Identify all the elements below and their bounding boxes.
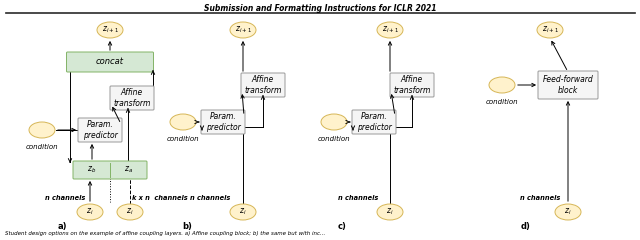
Text: n channels: n channels [190, 195, 230, 201]
Text: n channels: n channels [45, 195, 85, 201]
Text: condition: condition [166, 136, 199, 142]
Text: $z_b$: $z_b$ [88, 165, 97, 175]
Text: k x n  channels: k x n channels [132, 195, 188, 201]
Text: $z_i$: $z_i$ [387, 207, 394, 217]
FancyBboxPatch shape [352, 110, 396, 134]
Text: n channels: n channels [338, 195, 378, 201]
Text: Student design options on the example of affine coupling layers. a) Affine coupl: Student design options on the example of… [5, 232, 325, 236]
Text: concat: concat [96, 58, 124, 66]
Text: $z_{i+1}$: $z_{i+1}$ [381, 25, 399, 35]
FancyBboxPatch shape [538, 71, 598, 99]
Ellipse shape [489, 77, 515, 93]
Ellipse shape [117, 204, 143, 220]
Ellipse shape [77, 204, 103, 220]
Text: Submission and Formatting Instructions for ICLR 2021: Submission and Formatting Instructions f… [204, 4, 436, 13]
FancyBboxPatch shape [201, 110, 245, 134]
FancyBboxPatch shape [73, 161, 147, 179]
Text: Affine
transform: Affine transform [394, 75, 431, 95]
Ellipse shape [555, 204, 581, 220]
Text: $z_i$: $z_i$ [126, 207, 134, 217]
Text: $z_i$: $z_i$ [564, 207, 572, 217]
Text: Affine
transform: Affine transform [113, 88, 150, 108]
Text: Param.
predictor: Param. predictor [83, 120, 117, 140]
FancyBboxPatch shape [390, 73, 434, 97]
Ellipse shape [97, 22, 123, 38]
Text: Feed-forward
block: Feed-forward block [543, 75, 593, 95]
Text: condition: condition [486, 99, 518, 105]
FancyBboxPatch shape [78, 118, 122, 142]
Ellipse shape [377, 204, 403, 220]
Text: a): a) [57, 222, 67, 230]
Text: n channels: n channels [520, 195, 560, 201]
FancyBboxPatch shape [241, 73, 285, 97]
Text: $z_a$: $z_a$ [124, 165, 132, 175]
Text: Param.
predictor: Param. predictor [356, 112, 392, 132]
Ellipse shape [29, 122, 55, 138]
Text: $z_i$: $z_i$ [239, 207, 247, 217]
Text: $z_{i+1}$: $z_{i+1}$ [234, 25, 252, 35]
Text: condition: condition [317, 136, 350, 142]
Text: $z_{i+1}$: $z_{i+1}$ [102, 25, 118, 35]
Text: c): c) [337, 222, 346, 230]
Ellipse shape [537, 22, 563, 38]
Text: condition: condition [26, 144, 58, 150]
Text: d): d) [521, 222, 531, 230]
Text: $z_i$: $z_i$ [86, 207, 93, 217]
FancyBboxPatch shape [67, 52, 154, 72]
Text: $z_{i+1}$: $z_{i+1}$ [541, 25, 559, 35]
Text: b): b) [182, 222, 192, 230]
Text: Affine
transform: Affine transform [244, 75, 282, 95]
Ellipse shape [170, 114, 196, 130]
FancyBboxPatch shape [110, 86, 154, 110]
Ellipse shape [230, 204, 256, 220]
Ellipse shape [321, 114, 347, 130]
Text: Param.
predictor: Param. predictor [205, 112, 241, 132]
Ellipse shape [230, 22, 256, 38]
Ellipse shape [377, 22, 403, 38]
